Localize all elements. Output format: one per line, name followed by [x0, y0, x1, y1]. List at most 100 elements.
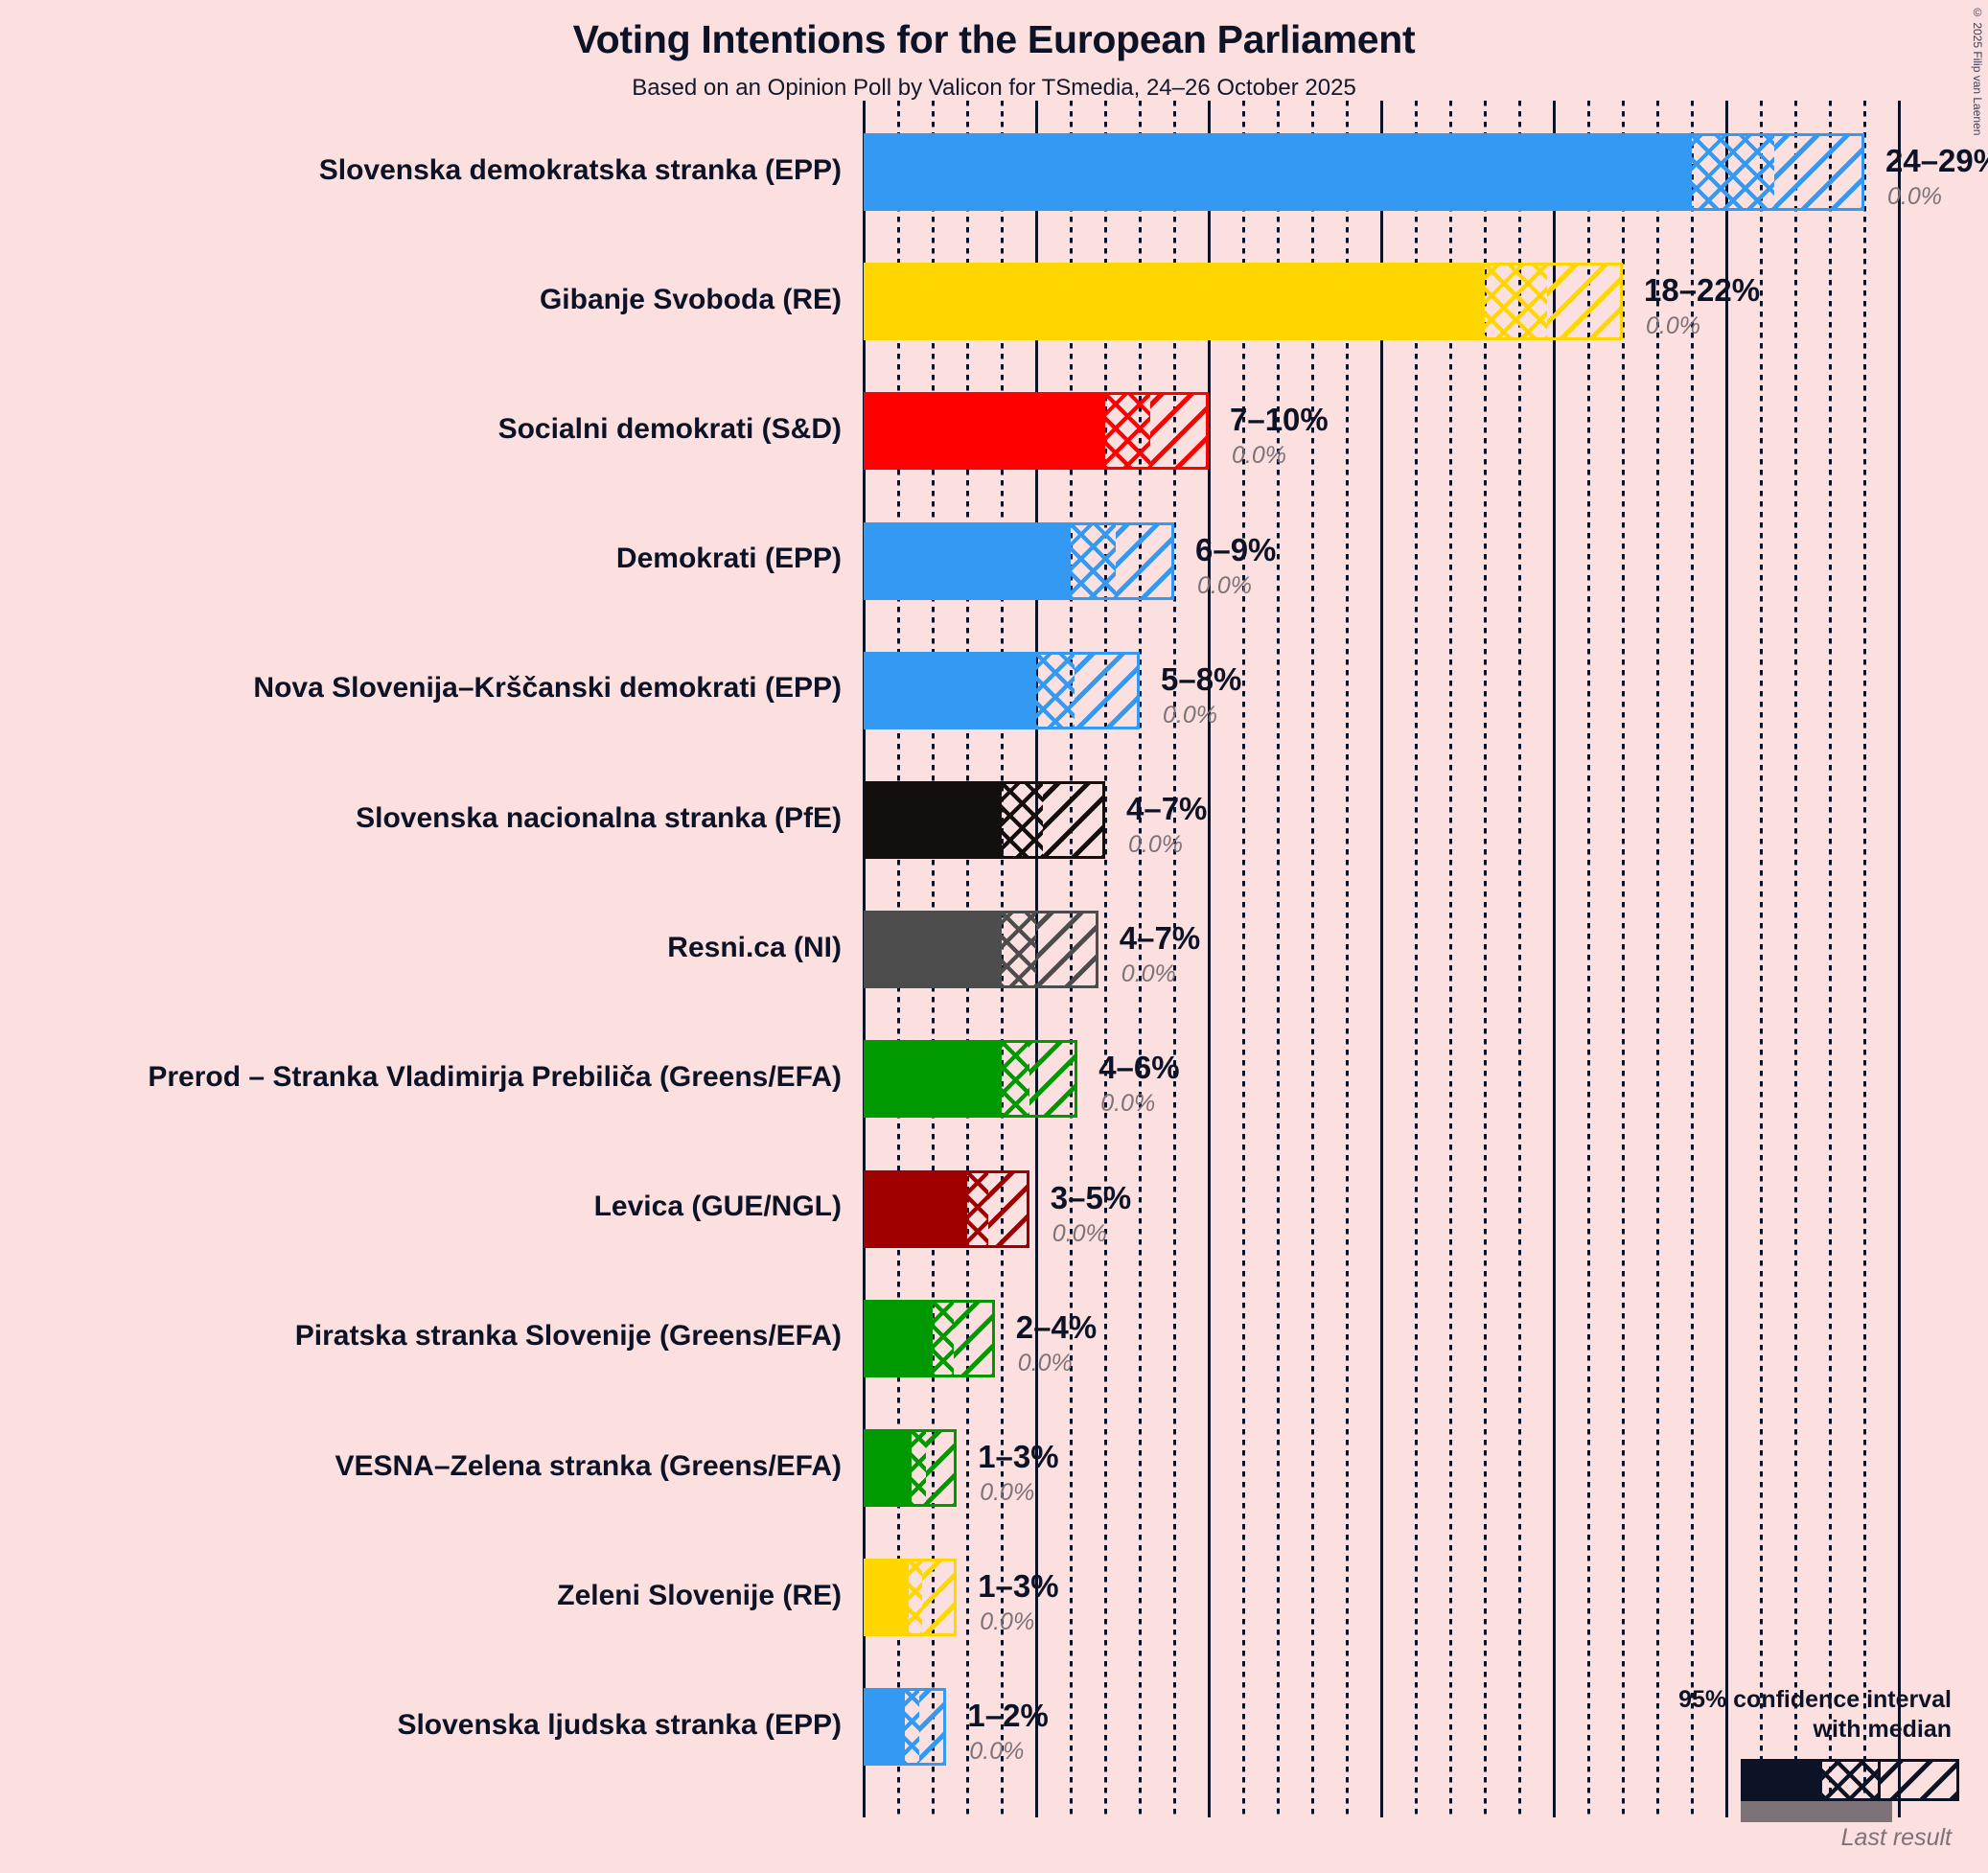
last-result-label: 0.0% [969, 1738, 1025, 1766]
bar-outline [864, 1429, 958, 1507]
page-subtitle: Based on an Opinion Poll by Valicon for … [632, 75, 1356, 101]
gridline-minor-12 [1277, 101, 1280, 1818]
gridline-minor-28 [1829, 101, 1832, 1818]
legend-title-line2: with median [1813, 1716, 1952, 1744]
legend-last-result-label: Last result [1840, 1824, 1952, 1851]
last-result-label: 0.0% [1052, 1219, 1107, 1247]
last-result-label: 0.0% [980, 1608, 1035, 1636]
gridline-minor-23 [1656, 101, 1659, 1818]
confidence-interval-bar [864, 1169, 1029, 1248]
bar-diagonal-segment [1043, 781, 1105, 859]
gridline-minor-27 [1794, 101, 1797, 1818]
bar-crosshatch-segment [905, 1688, 919, 1767]
bar-solid-segment [864, 1040, 1002, 1119]
bar-diagonal-segment [922, 1559, 958, 1637]
party-label: VESNA–Zelena stranka (Greens/EFA) [335, 1449, 842, 1482]
value-range-label: 4–7% [1126, 791, 1208, 826]
bar-outline [864, 521, 1174, 600]
gridline-major-15 [1380, 101, 1383, 1818]
bar-solid-segment [864, 1169, 967, 1248]
legend-title: 95% confidence interval with median [1678, 1685, 1952, 1746]
copyright-notice: © 2025 Filip van Laenen [1971, 6, 1984, 136]
bar-diagonal-segment [925, 1429, 958, 1507]
bar-solid-segment [864, 781, 1002, 859]
bar-outline [864, 133, 1864, 211]
party-label: Slovenska demokratska stranka (EPP) [318, 153, 842, 186]
chart-row: Nova Slovenija–Krščanski demokrati (EPP)… [0, 651, 1988, 729]
gridline-minor-22 [1622, 101, 1625, 1818]
gridline-major-20 [1553, 101, 1556, 1818]
chart-row: Slovenska ljudska stranka (EPP) 1–2% 0.0% [0, 1688, 1988, 1767]
bar-crosshatch-segment [1002, 781, 1044, 859]
legend-confidence-swatch [1741, 1759, 1959, 1801]
bar-solid-segment [864, 392, 1105, 471]
party-label: Levica (GUE/NGL) [593, 1191, 842, 1223]
bar-solid-segment [864, 133, 1692, 211]
gridline-minor-16 [1415, 101, 1418, 1818]
gridline-minor-18 [1484, 101, 1487, 1818]
chart-row: VESNA–Zelena stranka (Greens/EFA) 1–3% 0.0… [0, 1429, 1988, 1507]
gridline-minor-17 [1449, 101, 1452, 1818]
chart-row: Zeleni Slovenije (RE) 1–3% 0.0% [0, 1559, 1988, 1637]
bar-crosshatch-segment [1105, 392, 1150, 471]
last-result-label: 0.0% [1887, 183, 1942, 210]
chart-row: Demokrati (EPP) 6–9% 0.0% [0, 521, 1988, 600]
bar-diagonal-segment [1036, 911, 1098, 989]
last-result-label: 0.0% [1121, 960, 1176, 988]
bar-diagonal-segment [1074, 651, 1140, 729]
value-range-label: 1–3% [978, 1568, 1059, 1605]
party-label: Prerod – Stranka Vladimirja Prebiliča (G… [148, 1060, 842, 1093]
legend-solid-segment [1744, 1762, 1822, 1798]
bar-outline [864, 1169, 1029, 1248]
gridline-minor-24 [1691, 101, 1694, 1818]
bar-solid-segment [864, 263, 1485, 341]
party-label: Zeleni Slovenije (RE) [557, 1579, 842, 1611]
bar-crosshatch-segment [933, 1299, 954, 1377]
bar-solid-segment [864, 1688, 906, 1767]
last-result-label: 0.0% [1163, 701, 1217, 728]
bar-outline [864, 781, 1105, 859]
gridline-major-30 [1898, 101, 1901, 1818]
value-range-label: 5–8% [1161, 660, 1242, 697]
chart-row: Slovenska nacionalna stranka (PfE) 4–7% 0.… [0, 781, 1988, 859]
confidence-interval-bar [864, 392, 1209, 471]
gridline-minor-29 [1863, 101, 1866, 1818]
value-range-label: 6–9% [1195, 531, 1277, 567]
bar-diagonal-segment [1774, 133, 1864, 211]
value-range-label: 3–5% [1050, 1179, 1132, 1215]
gridline-minor-14 [1346, 101, 1349, 1818]
confidence-interval-bar [864, 1299, 995, 1377]
last-result-label: 0.0% [1197, 571, 1252, 599]
bar-solid-segment [864, 1559, 909, 1637]
confidence-interval-bar [864, 1688, 947, 1767]
chart-row: Levica (GUE/NGL) 3–5% 0.0% [0, 1169, 1988, 1248]
chart-row: Prerod – Stranka Vladimirja Prebiliča (G… [0, 1040, 1988, 1119]
bar-diagonal-segment [1029, 1040, 1078, 1119]
bar-solid-segment [864, 521, 1071, 600]
confidence-interval-bar [864, 911, 1098, 989]
gridline-minor-21 [1587, 101, 1590, 1818]
bar-outline [864, 651, 1140, 729]
bar-outline [864, 911, 1098, 989]
bar-diagonal-segment [1115, 521, 1174, 600]
party-label: Piratska stranka Slovenije (Greens/EFA) [294, 1320, 842, 1353]
gridline-minor-26 [1760, 101, 1763, 1818]
last-result-label: 0.0% [1646, 312, 1700, 340]
bar-diagonal-segment [987, 1169, 1029, 1248]
confidence-interval-bar [864, 1429, 958, 1507]
gridline-minor-19 [1518, 101, 1521, 1818]
legend-title-line1: 95% confidence interval [1678, 1686, 1952, 1713]
bar-crosshatch-segment [1002, 911, 1036, 989]
bar-solid-segment [864, 651, 1036, 729]
bar-diagonal-segment [953, 1299, 995, 1377]
chart-row: Gibanje Svoboda (RE) 18–22% 0.0% [0, 263, 1988, 341]
bar-outline [864, 392, 1209, 471]
value-range-label: 7–10% [1230, 402, 1329, 438]
value-range-label: 18–22% [1644, 272, 1761, 309]
confidence-interval-bar [864, 521, 1174, 600]
bar-crosshatch-segment [1036, 651, 1075, 729]
bar-diagonal-segment [1546, 263, 1623, 341]
bar-crosshatch-segment [1485, 263, 1547, 341]
